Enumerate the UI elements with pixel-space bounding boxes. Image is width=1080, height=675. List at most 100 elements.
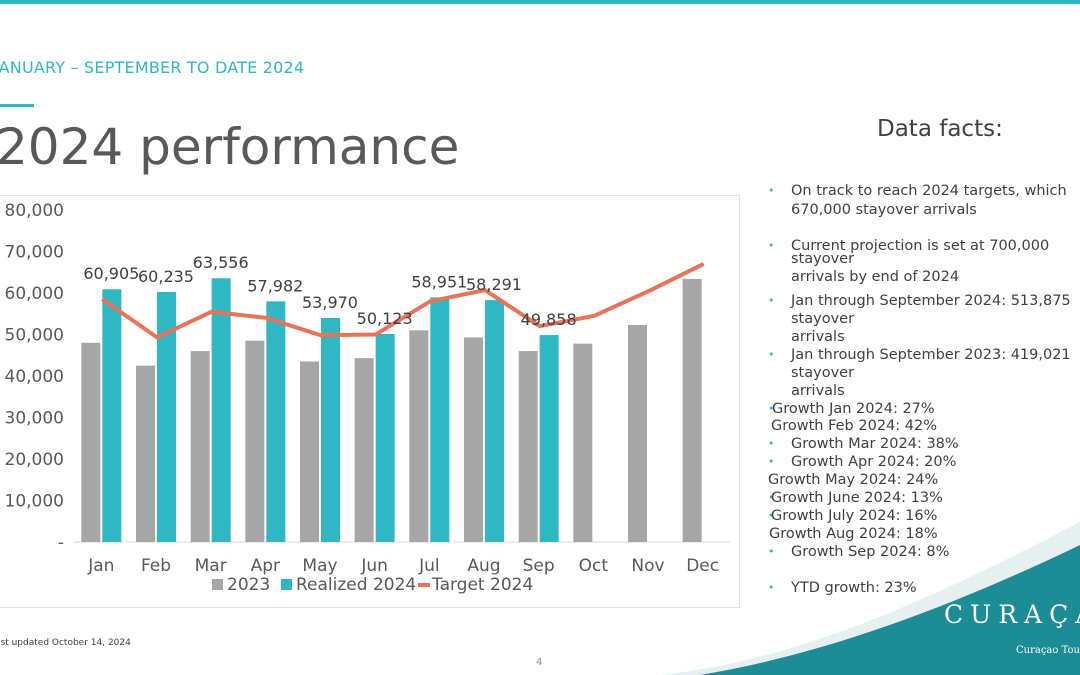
title-accent-line [0, 104, 34, 107]
bar-2023 [81, 342, 101, 542]
bar-realized-2024 [211, 278, 231, 542]
bar-realized-2024 [266, 301, 286, 542]
fact-line: Jan through September 2024: 513,875 [791, 293, 1071, 309]
x-tick-label: May [302, 556, 337, 576]
bullet-icon: • [768, 509, 775, 522]
bullet-icon: • [768, 491, 775, 504]
fact-line: arrivals by end of 2024 [791, 269, 960, 285]
slide-subtitle: JANUARY – SEPTEMBER TO DATE 2024 [0, 58, 305, 77]
y-tick-label: 50,000 [5, 326, 64, 346]
chart-frame [0, 195, 740, 608]
y-tick-label: 30,000 [5, 409, 64, 429]
fact-line: Growth Apr 2024: 20% [791, 454, 957, 470]
legend-label-realized-2024: Realized 2024 [296, 575, 416, 595]
curacao-logo: CURAÇAO [944, 600, 1080, 629]
legend-label-2023: 2023 [227, 575, 270, 595]
bar-2023 [464, 337, 483, 542]
bar-2023 [136, 365, 155, 542]
fact-line: Growth May 2024: 24% [768, 472, 939, 488]
data-label: 53,970 [302, 293, 358, 312]
data-label: 60,905 [83, 264, 139, 283]
fact-line: Current projection is set at 700,000 [791, 238, 1050, 254]
bullet-icon: • [768, 239, 775, 252]
fact-line: YTD growth: 23% [791, 580, 917, 596]
bar-2023 [518, 351, 538, 542]
x-tick-label: Apr [251, 556, 280, 576]
bullet-icon: • [768, 455, 775, 468]
fact-line: stayover [791, 251, 855, 267]
y-tick-label: 60,000 [5, 284, 64, 304]
slide-title: 2024 performance [0, 118, 460, 176]
fact-line: Growth Sep 2024: 8% [791, 544, 950, 560]
data-label: 49,858 [521, 310, 577, 329]
bar-2023 [573, 343, 593, 542]
data-label: 57,982 [247, 276, 303, 295]
fact-line: Jan through September 2023: 419,021 [791, 347, 1071, 363]
bar-2023 [409, 330, 429, 542]
fact-line: Growth Feb 2024: 42% [771, 418, 937, 434]
bar-realized-2024 [102, 289, 122, 542]
x-tick-label: Jul [418, 556, 440, 576]
y-tick-label: 40,000 [5, 367, 64, 387]
x-tick-label: Feb [141, 556, 171, 576]
curacao-logo-subtitle: Curaçao Tourist Board [1016, 645, 1080, 656]
fact-line: Growth July 2024: 16% [771, 508, 938, 524]
fact-line: Growth Aug 2024: 18% [769, 526, 938, 542]
fact-line: Growth June 2024: 13% [771, 490, 943, 506]
bar-realized-2024 [157, 292, 176, 542]
data-label: 50,123 [357, 309, 413, 328]
bullet-icon: • [768, 294, 775, 307]
legend-label-target-2024: Target 2024 [431, 575, 533, 595]
target-2024-line [101, 262, 705, 340]
bar-realized-2024 [485, 300, 504, 542]
x-tick-label: Mar [195, 556, 227, 576]
x-tick-label: Jan [87, 556, 114, 576]
x-tick-label: Dec [686, 556, 719, 576]
bar-2023 [682, 278, 702, 542]
legend-swatch-2023 [212, 579, 223, 590]
y-tick-label: 20,000 [5, 450, 64, 470]
bullet-icon: • [768, 545, 775, 558]
fact-line: stayover [791, 365, 855, 381]
bar-2023 [354, 358, 374, 542]
y-tick-label: - [58, 533, 64, 553]
data-label: 60,235 [138, 267, 194, 286]
x-tick-label: Jun [360, 556, 388, 576]
x-tick-label: Aug [467, 556, 500, 576]
fact-line: Growth Mar 2024: 38% [791, 436, 959, 452]
bar-realized-2024 [321, 318, 340, 542]
bar-2023 [628, 324, 647, 542]
data-facts-heading: Data facts: [877, 116, 1003, 142]
legend-swatch-realized-2024 [281, 579, 292, 590]
fact-line: On track to reach 2024 targets, which [791, 183, 1067, 199]
bar-realized-2024 [430, 297, 450, 542]
x-tick-label: Sep [523, 556, 555, 576]
page-number: 4 [536, 657, 543, 668]
fact-line: 670,000 stayover arrivals [791, 202, 977, 218]
data-label: 63,556 [193, 253, 249, 272]
bar-2023 [190, 351, 210, 542]
bullet-icon: • [768, 402, 775, 415]
bar-realized-2024 [539, 335, 559, 542]
bar-2023 [300, 361, 319, 542]
y-tick-label: 80,000 [5, 201, 64, 221]
fact-line: arrivals [791, 329, 845, 345]
y-tick-label: 70,000 [5, 243, 64, 263]
fact-line: Growth Jan 2024: 27% [772, 401, 935, 417]
fact-line: stayover [791, 311, 855, 327]
last-updated-note: Last updated October 14, 2024 [0, 638, 131, 648]
bar-realized-2024 [375, 333, 395, 542]
data-label: 58,291 [466, 275, 522, 294]
bullet-icon: • [768, 348, 775, 361]
x-tick-label: Nov [631, 556, 664, 576]
data-label: 58,951 [411, 272, 467, 291]
top-accent-bar [0, 0, 1080, 4]
bar-2023 [245, 340, 265, 542]
x-tick-label: Oct [579, 556, 609, 576]
bullet-icon: • [768, 184, 775, 197]
bullet-icon: • [768, 581, 775, 594]
y-tick-label: 10,000 [5, 492, 64, 512]
bullet-icon: • [768, 437, 775, 450]
